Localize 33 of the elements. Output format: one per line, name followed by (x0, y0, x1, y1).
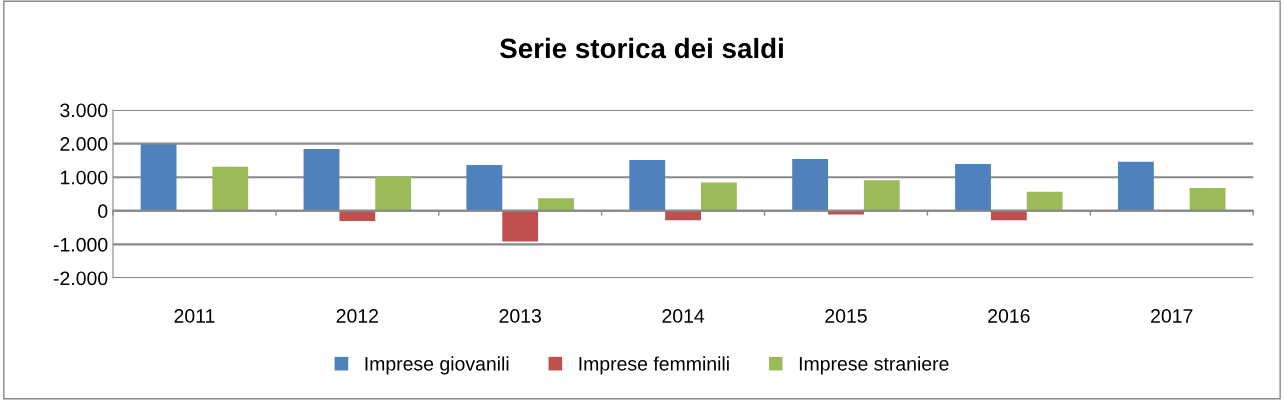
bar (502, 210, 539, 242)
x-tick-label: 2013 (499, 309, 541, 323)
y-tick-label: 0 (98, 204, 108, 219)
y-tick-label: 3.000 (60, 103, 108, 118)
y-tick-label: 1.000 (60, 170, 108, 185)
y-tick-label: 2.000 (60, 137, 108, 151)
x-tick-label: 2017 (1151, 309, 1193, 323)
legend-label: Imprese straniere (799, 356, 949, 375)
bar (375, 176, 412, 211)
bar (140, 144, 177, 211)
legend-label: Imprese femminili (579, 356, 729, 375)
x-tick-label: 2014 (662, 309, 705, 323)
x-tick-label: 2011 (174, 309, 215, 323)
x-tick-label: 2016 (988, 309, 1030, 323)
legend-label: Imprese giovanili (365, 356, 509, 375)
bar (1117, 161, 1154, 211)
bar (792, 159, 829, 211)
bar (303, 148, 340, 211)
bar (339, 210, 376, 221)
x-tick-label: 2012 (336, 309, 378, 323)
bar (466, 165, 503, 211)
bar (863, 180, 900, 211)
bar (701, 182, 737, 211)
bar (629, 160, 666, 211)
bar (212, 166, 249, 211)
y-tick-label: -1.000 (53, 237, 108, 252)
bar (1026, 191, 1063, 211)
bar (538, 198, 574, 211)
bar (955, 164, 991, 211)
y-tick-label: -2.000 (53, 271, 108, 286)
x-tick-label: 2015 (825, 309, 867, 323)
bar (1189, 187, 1226, 211)
chart-title: Serie storica dei saldi (499, 37, 783, 59)
